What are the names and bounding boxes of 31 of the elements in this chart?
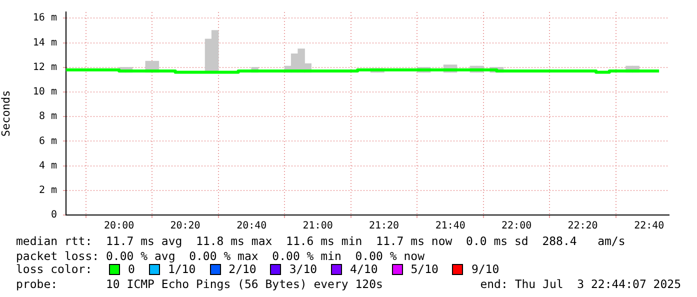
y-tick-label: 2 m (38, 184, 57, 196)
text: median rtt: 11.7 ms avg 11.8 ms max 11.6 ms min 11.7 ms now 0.0 ms sd 288.4 am/s (16, 234, 626, 248)
x-tick-label: 22:20 (568, 220, 598, 232)
y-tick-label: 12 m (32, 62, 57, 73)
x-tick-label: 20:20 (170, 220, 200, 232)
legend-label: 1/10 (168, 262, 196, 276)
x-tick-label: 21:20 (368, 220, 400, 232)
legend-label: 0 (128, 262, 135, 276)
y-tick-label: 0 (50, 210, 57, 221)
legend-label: 5/10 (410, 262, 438, 276)
y-tick-label: 6 m (38, 136, 57, 147)
legend-title: loss color: (16, 262, 94, 276)
legend-label: 4/10 (350, 262, 378, 276)
y-tick-label: 8 m (38, 111, 57, 122)
y-tick-label: 16 m (32, 12, 57, 24)
y-axis-title: Seconds (0, 90, 12, 137)
text: probe: 10 ICMP Echo Pings (56 Bytes) every 120s (16, 277, 383, 291)
x-tick-label: 22:00 (502, 220, 532, 232)
text: packet loss: 0.00 % avg 0.00 % max 0.00 % min 0.00 % now (16, 249, 424, 263)
y-tick-label: 10 m (32, 86, 57, 98)
legend-label: 2/10 (228, 262, 256, 276)
x-tick-label: 21:00 (302, 220, 333, 232)
x-tick-label: 20:40 (236, 220, 267, 232)
text: end: Thu Jul 3 22:44:07 2025 (480, 277, 681, 291)
x-tick-label: 20:00 (104, 220, 134, 232)
x-tick-label: 22:40 (634, 220, 664, 232)
x-tick-label: 21:40 (435, 220, 466, 232)
y-tick-label: 14 m (32, 37, 57, 48)
legend-label: 9/10 (471, 262, 500, 276)
legend-label: 3/10 (289, 262, 318, 276)
y-tick-label: 4 m (38, 160, 57, 172)
